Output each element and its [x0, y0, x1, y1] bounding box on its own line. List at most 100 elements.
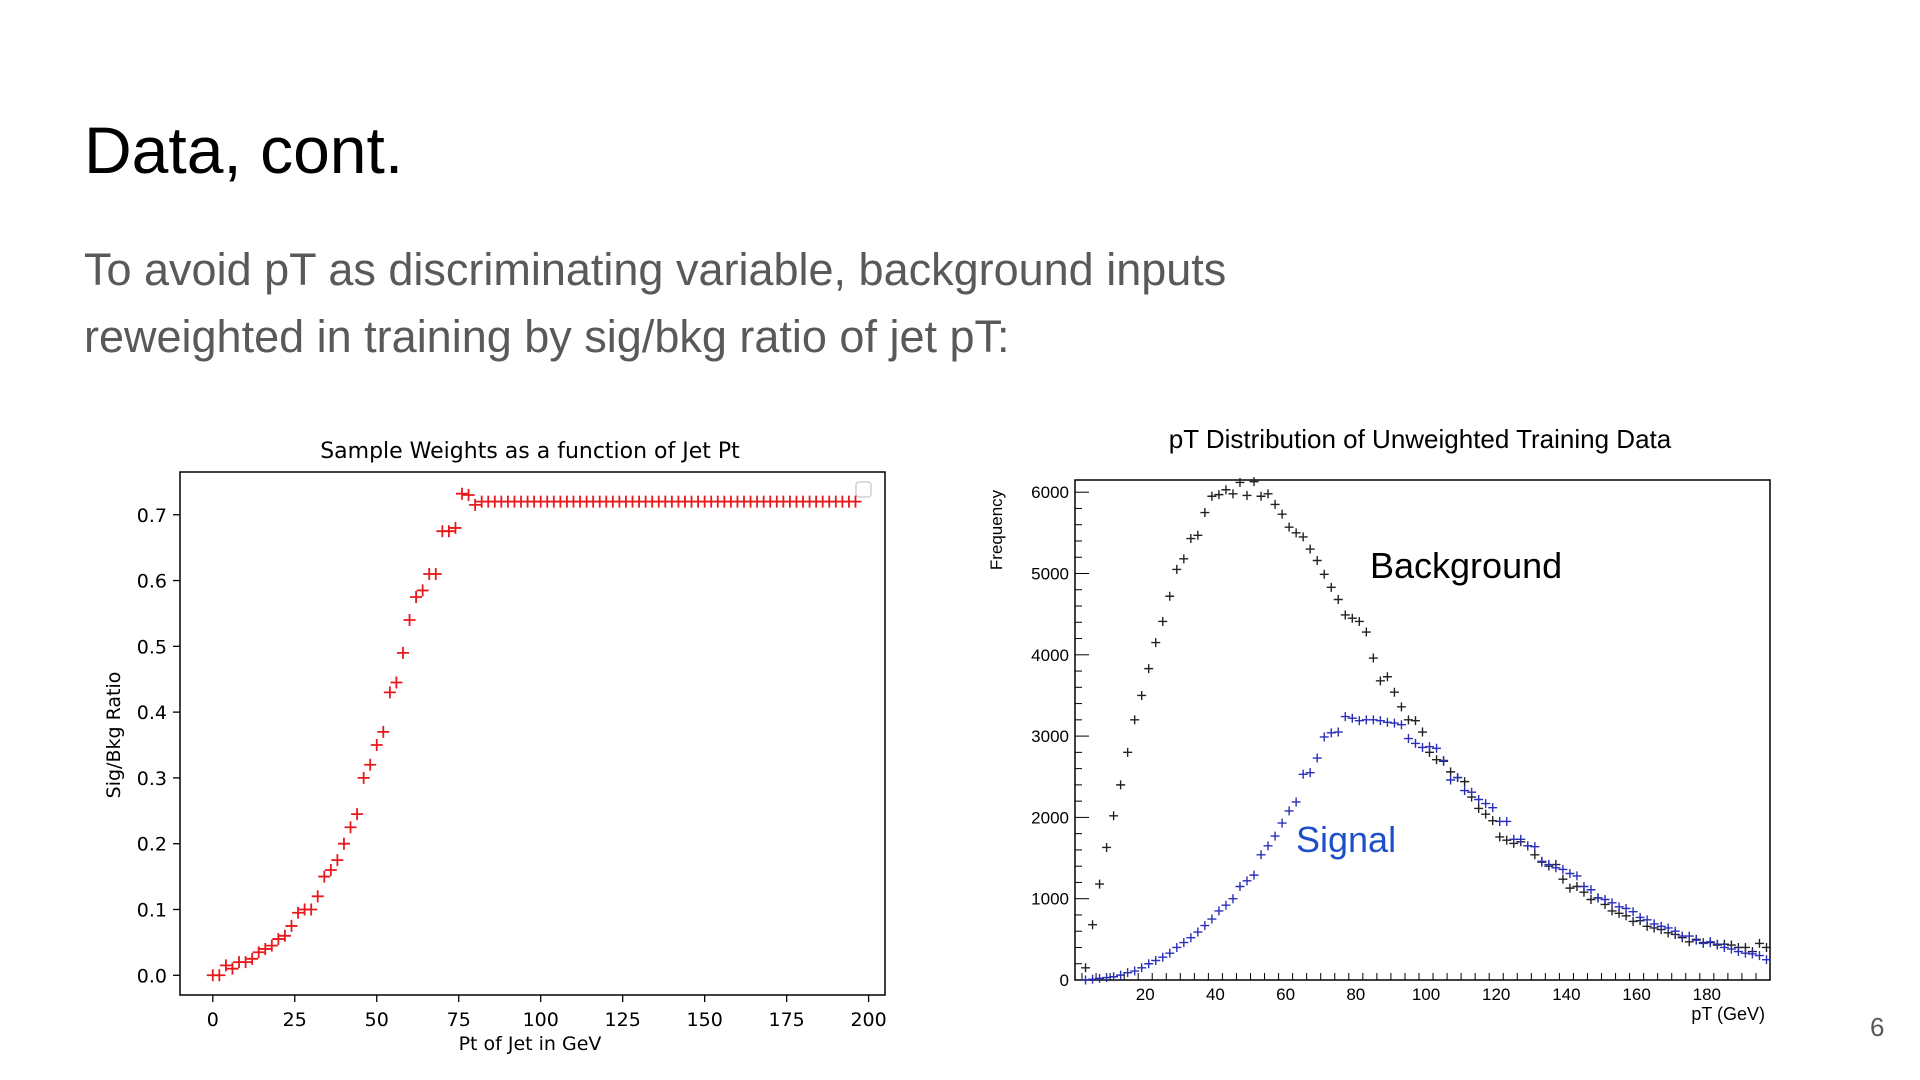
signal-data-point [1256, 850, 1266, 860]
background-data-point [1214, 490, 1224, 500]
slide-body-text: To avoid pT as discriminating variable, … [84, 236, 1484, 370]
x-axis-ticks: 20 40 60 80 100 120 140 160 180 [1081, 973, 1757, 1004]
signal-data-point [1579, 882, 1589, 892]
x-tick-label: 100 [523, 1009, 559, 1031]
signal-data-point [1761, 955, 1771, 965]
signal-data-point [1488, 803, 1498, 813]
x-tick-label: 25 [283, 1009, 307, 1031]
chart-title: Sample Weights as a function of Jet Pt [320, 439, 740, 464]
data-point [252, 946, 265, 959]
signal-data-point [1754, 951, 1764, 961]
y-tick-label: 0.4 [137, 702, 167, 724]
body-line-1: To avoid pT as discriminating variable, … [84, 244, 1227, 295]
background-data-point [1558, 874, 1568, 884]
background-data-point [1565, 883, 1575, 893]
signal-data-point [1670, 926, 1680, 936]
background-data-point [1368, 653, 1378, 663]
background-data-point [1305, 544, 1315, 554]
signal-data-point [1719, 942, 1729, 952]
signal-data-point [1628, 907, 1638, 917]
y-tick-label: 0.2 [137, 834, 167, 856]
signal-data-point [1270, 831, 1280, 841]
data-point [383, 686, 396, 699]
background-data-point [1628, 916, 1638, 926]
signal-data-point [1200, 921, 1210, 931]
data-point [377, 725, 390, 738]
y-tick-label: 4000 [1031, 646, 1069, 665]
signal-data-point [1649, 919, 1659, 929]
signal-data-point [1116, 970, 1126, 980]
background-data-point [1333, 595, 1343, 605]
data-point [285, 919, 298, 932]
signal-data-point [1312, 753, 1322, 763]
background-data-point [1340, 610, 1350, 620]
background-data-point [1298, 532, 1308, 542]
signal-data-point [1284, 806, 1294, 816]
signal-data-point [1340, 712, 1350, 722]
signal-data-point [1614, 902, 1624, 912]
signal-data-point [1537, 856, 1547, 866]
background-data-point [1586, 895, 1596, 905]
signal-data-point [1747, 949, 1757, 959]
data-markers [1081, 477, 1771, 985]
signal-data-point [1081, 975, 1091, 985]
x-tick-label: 20 [1136, 985, 1155, 1004]
data-point [351, 808, 364, 821]
signal-data-point [1221, 900, 1231, 910]
signal-data-point [1263, 841, 1273, 851]
background-data-point [1403, 715, 1413, 725]
signal-data-point [1249, 870, 1259, 880]
background-data-point [1502, 835, 1512, 845]
signal-data-point [1446, 775, 1456, 785]
signal-data-point [1516, 834, 1526, 844]
signal-data-point [1389, 718, 1399, 728]
y-axis-label: Sig/Bkg Ratio [103, 672, 125, 799]
data-point [239, 956, 252, 969]
y-tick-label: 0.0 [137, 965, 167, 987]
signal-data-point [1467, 787, 1477, 797]
x-tick-label: 50 [365, 1009, 389, 1031]
x-tick-label: 160 [1622, 985, 1650, 1004]
y-axis-ticks: 0 1000 2000 3000 4000 5000 6000 [1031, 483, 1089, 990]
signal-data-point [1691, 935, 1701, 945]
data-markers [206, 487, 862, 982]
x-tick-label: 125 [605, 1009, 641, 1031]
background-data-point [1242, 490, 1252, 500]
signal-data-point [1354, 716, 1364, 726]
signal-data-point [1418, 742, 1427, 752]
background-data-point [1256, 491, 1266, 501]
signal-data-point [1382, 717, 1392, 727]
background-data-point [1116, 780, 1126, 790]
y-tick-label: 0.1 [137, 899, 167, 921]
signal-data-point [1558, 864, 1568, 874]
signal-data-point [1158, 952, 1168, 962]
signal-data-point [1137, 963, 1147, 973]
background-data-point [1095, 879, 1105, 889]
data-point [442, 525, 455, 538]
y-tick-label: 2000 [1031, 808, 1069, 827]
background-data-point [1151, 638, 1161, 648]
background-data-point [1312, 555, 1322, 565]
x-axis-label: pT (GeV) [1691, 1004, 1765, 1024]
signal-data-point [1102, 973, 1112, 983]
data-point [265, 939, 278, 952]
signal-data-point [1733, 947, 1743, 957]
background-data-point [1221, 485, 1231, 495]
signal-data-point [1600, 895, 1610, 905]
signal-data-point [1565, 868, 1575, 878]
signal-data-point [1165, 948, 1175, 958]
background-data-point [1361, 627, 1371, 637]
data-point [213, 969, 226, 982]
background-data-point [1530, 850, 1540, 860]
data-point [449, 521, 462, 534]
data-point [410, 590, 423, 603]
y-tick-label: 0.7 [137, 505, 167, 527]
signal-data-point [1242, 876, 1252, 886]
signal-data-point [1684, 931, 1694, 941]
signal-data-point [1095, 973, 1105, 983]
data-point [344, 821, 357, 834]
signal-data-point [1621, 903, 1631, 913]
signal-data-point [1439, 755, 1449, 765]
x-tick-label: 75 [447, 1009, 471, 1031]
